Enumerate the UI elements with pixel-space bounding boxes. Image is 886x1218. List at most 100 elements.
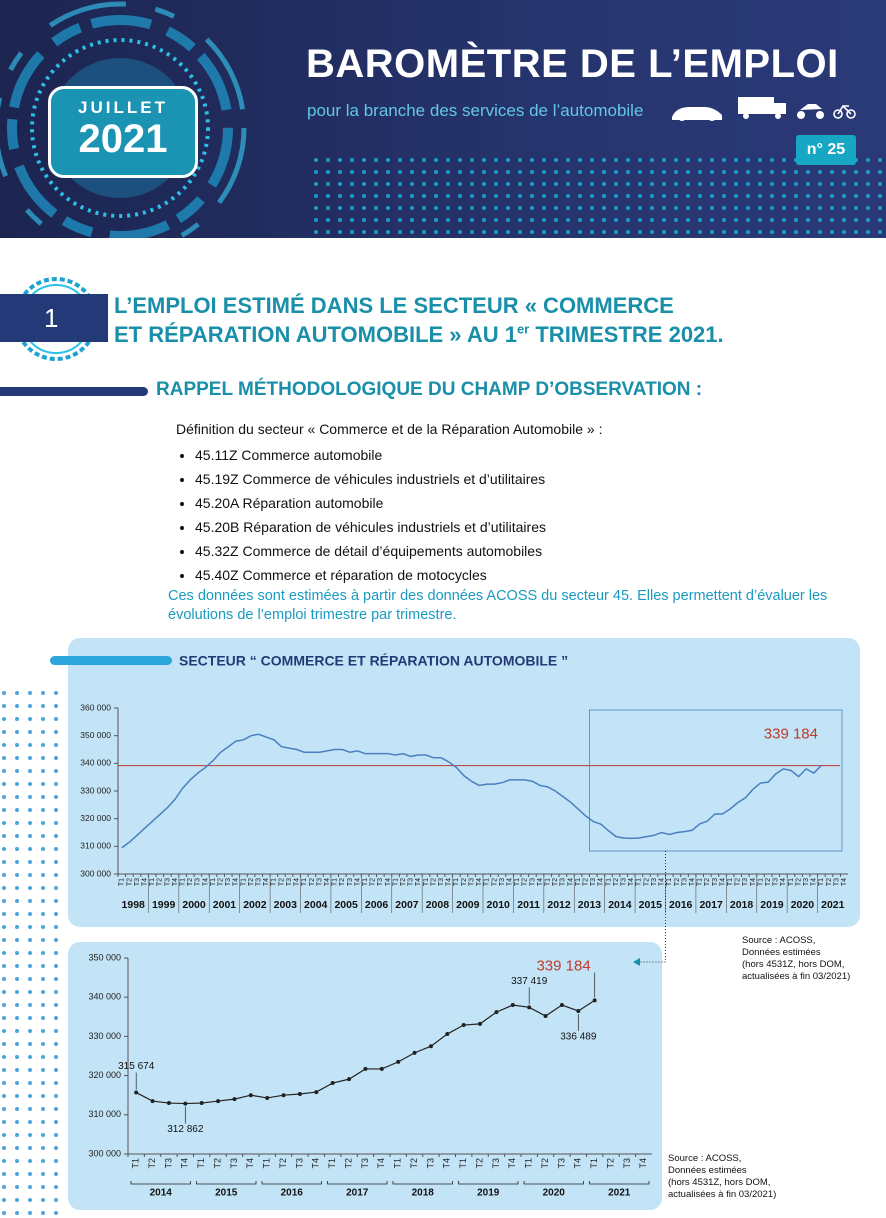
x-tick-label: T1 <box>524 1158 534 1169</box>
x-tick-label: T3 <box>622 1158 632 1169</box>
x-tick-label: T3 <box>560 878 567 886</box>
month: JUILLET <box>78 98 168 117</box>
year-label: 2012 <box>547 899 571 911</box>
year-label: 2006 <box>365 899 389 911</box>
connector <box>640 851 666 963</box>
source-line: Données estimées <box>668 1165 747 1176</box>
x-tick-label: T1 <box>327 1158 337 1169</box>
method-item: 45.20B Réparation de véhicules industrie… <box>195 515 546 539</box>
x-tick-label: T1 <box>818 878 825 886</box>
x-tick-label: T2 <box>491 878 498 886</box>
x-tick-label: T4 <box>294 878 301 886</box>
x-tick-label: T4 <box>659 878 666 886</box>
x-tick-label: T4 <box>446 878 453 886</box>
year-label: 2021 <box>821 899 845 911</box>
y-tick-label: 330 000 <box>80 785 111 795</box>
year-label: 2004 <box>304 899 328 911</box>
x-tick-label: T1 <box>666 878 673 886</box>
header: JUILLET 2021 BAROMÈTRE DE L’EMPLOI pour … <box>0 0 886 238</box>
x-tick-label: T2 <box>278 1158 288 1169</box>
x-tick-label: T1 <box>757 878 764 886</box>
year-label: 2021 <box>608 1188 631 1199</box>
value-label: 312 862 <box>167 1124 204 1135</box>
x-tick-label: T3 <box>408 878 415 886</box>
date-badge: JUILLET 2021 <box>48 86 198 178</box>
x-tick-label: T4 <box>598 878 605 886</box>
reference-label: 339 184 <box>764 726 818 743</box>
x-tick-label: T4 <box>385 878 392 886</box>
x-tick-label: T2 <box>430 878 437 886</box>
method-item: 45.20A Réparation automobile <box>195 491 546 515</box>
x-tick-label: T2 <box>343 1158 353 1169</box>
x-tick-label: T4 <box>719 878 726 886</box>
x-tick-label: T1 <box>196 1158 206 1169</box>
year-label: 2018 <box>412 1188 435 1199</box>
data-point <box>527 1005 532 1010</box>
source-line: Source : ACOSS, <box>668 1153 742 1164</box>
x-tick-label: T1 <box>544 878 551 886</box>
x-tick-label: T4 <box>567 878 574 886</box>
source: Source : ACOSS, Données estimées (hors 453… <box>668 1153 776 1201</box>
x-tick-label: T2 <box>157 878 164 886</box>
method-list: 45.11Z Commerce automobile45.19Z Commerc… <box>176 443 546 587</box>
y-tick-label: 300 000 <box>88 1148 121 1158</box>
source-line: (hors 4531Z, hors DOM, <box>742 959 845 970</box>
x-tick-label: T2 <box>126 878 133 886</box>
x-tick-label: T1 <box>514 878 521 886</box>
year-label: 2017 <box>699 899 723 911</box>
x-tick-label: T2 <box>309 878 316 886</box>
x-tick-label: T1 <box>131 1158 141 1169</box>
x-tick-label: T3 <box>712 878 719 886</box>
data-point <box>559 1003 564 1008</box>
x-tick-label: T2 <box>735 878 742 886</box>
year-label: 2008 <box>426 899 450 911</box>
year-label: 2000 <box>182 899 206 911</box>
year-label: 2020 <box>543 1188 566 1199</box>
y-tick-label: 300 000 <box>80 868 111 878</box>
data-point <box>592 998 597 1003</box>
x-tick-label: T3 <box>347 878 354 886</box>
x-tick-label: T4 <box>415 878 422 886</box>
x-tick-label: T4 <box>750 878 757 886</box>
x-tick-label: T2 <box>583 878 590 886</box>
year-label: 1999 <box>152 899 176 911</box>
y-tick-label: 350 000 <box>80 730 111 740</box>
year-label: 2009 <box>456 899 480 911</box>
x-tick-label: T4 <box>507 1158 517 1169</box>
x-tick-label: T2 <box>218 878 225 886</box>
x-tick-label: T4 <box>324 878 331 886</box>
year-bracket <box>130 1181 191 1185</box>
data-point <box>363 1066 368 1071</box>
x-tick-label: T3 <box>491 1158 501 1169</box>
x-tick-label: T2 <box>765 878 772 886</box>
year-label: 2010 <box>487 899 511 911</box>
year-bracket <box>458 1181 519 1185</box>
title-sup: er <box>516 321 530 337</box>
year-label: 2018 <box>730 899 754 911</box>
year-bracket <box>327 1181 388 1185</box>
x-tick-label: T1 <box>362 878 369 886</box>
x-tick-label: T3 <box>229 1158 239 1169</box>
source-line: Source : ACOSS, <box>742 935 816 946</box>
x-tick-label: T3 <box>316 878 323 886</box>
year-label: 2011 <box>517 899 540 911</box>
year-label: 2013 <box>578 899 602 911</box>
year-label: 2020 <box>791 899 815 911</box>
x-tick-label: T1 <box>119 878 126 886</box>
x-tick-label: T2 <box>248 878 255 886</box>
data-point <box>461 1023 466 1028</box>
x-tick-label: T1 <box>605 878 612 886</box>
x-tick-label: T1 <box>589 1158 599 1169</box>
x-tick-label: T3 <box>651 878 658 886</box>
y-tick-label: 310 000 <box>88 1109 121 1119</box>
x-tick-label: T4 <box>202 878 209 886</box>
year-bracket <box>523 1181 584 1185</box>
y-tick-label: 340 000 <box>80 758 111 768</box>
x-tick-label: T3 <box>225 878 232 886</box>
year: 2021 <box>78 117 168 161</box>
data-point <box>396 1059 401 1064</box>
data-point <box>478 1021 483 1026</box>
x-tick-label: T1 <box>271 878 278 886</box>
x-tick-label: T2 <box>613 878 620 886</box>
x-tick-label: T1 <box>301 878 308 886</box>
